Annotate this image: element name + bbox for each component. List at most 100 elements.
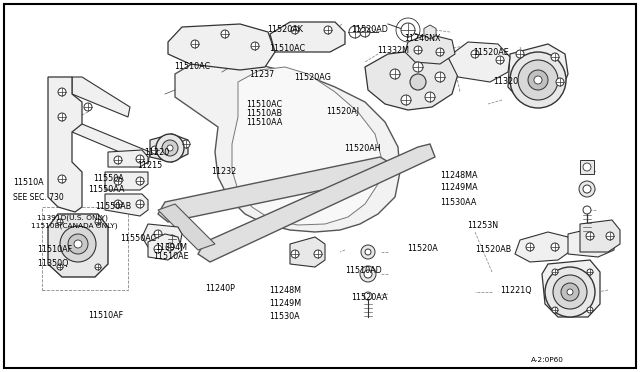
Circle shape	[583, 163, 591, 171]
Circle shape	[58, 113, 66, 121]
Circle shape	[496, 56, 504, 64]
Circle shape	[136, 177, 144, 185]
Circle shape	[552, 269, 558, 275]
Circle shape	[390, 69, 400, 79]
Text: 11530AA: 11530AA	[440, 198, 477, 207]
Circle shape	[314, 250, 322, 258]
Text: 11550AA: 11550AA	[88, 185, 125, 194]
Circle shape	[410, 74, 426, 90]
Polygon shape	[72, 77, 130, 117]
Circle shape	[587, 307, 593, 313]
Circle shape	[516, 50, 524, 58]
Circle shape	[74, 240, 82, 248]
Circle shape	[57, 264, 63, 270]
Text: 11240P: 11240P	[205, 284, 235, 293]
Circle shape	[191, 40, 199, 48]
Text: 11332M: 11332M	[378, 46, 410, 55]
Circle shape	[361, 245, 375, 259]
Text: 11510AC: 11510AC	[269, 44, 305, 53]
Text: 11248M: 11248M	[269, 286, 301, 295]
Circle shape	[552, 307, 558, 313]
Polygon shape	[175, 54, 400, 232]
Text: 11520AG: 11520AG	[294, 73, 332, 82]
Text: 11391D(U.S. ONLY): 11391D(U.S. ONLY)	[37, 214, 108, 221]
Circle shape	[583, 185, 591, 193]
Text: 11220: 11220	[144, 148, 169, 157]
Circle shape	[518, 60, 558, 100]
Circle shape	[528, 70, 548, 90]
Polygon shape	[150, 134, 188, 162]
Circle shape	[425, 92, 435, 102]
Polygon shape	[105, 194, 148, 216]
Polygon shape	[448, 42, 510, 82]
Text: 11520AH: 11520AH	[344, 144, 381, 153]
Circle shape	[114, 156, 122, 164]
Text: 11550AC: 11550AC	[120, 234, 157, 243]
Polygon shape	[105, 172, 148, 190]
Circle shape	[526, 243, 534, 251]
Circle shape	[114, 200, 122, 208]
Text: 11520AE: 11520AE	[474, 48, 509, 57]
Circle shape	[583, 206, 591, 214]
Circle shape	[58, 88, 66, 96]
Circle shape	[154, 245, 162, 253]
Circle shape	[95, 264, 101, 270]
Circle shape	[57, 219, 63, 225]
Circle shape	[587, 269, 593, 275]
Circle shape	[545, 267, 595, 317]
Circle shape	[364, 292, 372, 300]
Circle shape	[561, 283, 579, 301]
Text: 11249M: 11249M	[269, 299, 301, 308]
Polygon shape	[542, 260, 600, 317]
Text: 11510AF: 11510AF	[37, 245, 72, 254]
Circle shape	[436, 48, 444, 56]
Circle shape	[414, 46, 422, 54]
Text: 11520AA: 11520AA	[351, 293, 387, 302]
Polygon shape	[108, 150, 148, 167]
Circle shape	[68, 234, 88, 254]
Circle shape	[364, 270, 372, 278]
Circle shape	[251, 42, 259, 50]
Circle shape	[349, 26, 361, 38]
Text: 11510AB: 11510AB	[246, 109, 282, 118]
Text: 11550AB: 11550AB	[95, 202, 131, 211]
Polygon shape	[568, 227, 614, 257]
Circle shape	[156, 134, 184, 162]
Circle shape	[58, 175, 66, 183]
Circle shape	[551, 243, 559, 251]
Text: 11237: 11237	[250, 70, 275, 79]
Polygon shape	[508, 44, 568, 104]
Text: 11215: 11215	[138, 161, 163, 170]
Polygon shape	[405, 34, 455, 64]
Circle shape	[606, 232, 614, 240]
Circle shape	[151, 146, 159, 154]
Text: 11510B(CANADA ONLY): 11510B(CANADA ONLY)	[31, 223, 117, 230]
Text: 11550A: 11550A	[93, 174, 124, 183]
Circle shape	[553, 275, 587, 309]
Polygon shape	[48, 214, 108, 277]
Circle shape	[426, 28, 434, 36]
Bar	[580, 160, 594, 174]
Circle shape	[365, 249, 371, 255]
Polygon shape	[72, 124, 150, 164]
Circle shape	[291, 26, 299, 34]
Circle shape	[324, 26, 332, 34]
Text: 11510AF: 11510AF	[88, 311, 124, 320]
Circle shape	[136, 155, 144, 163]
Circle shape	[84, 103, 92, 111]
Polygon shape	[232, 67, 382, 225]
Polygon shape	[290, 237, 325, 267]
Text: 11253N: 11253N	[467, 221, 499, 230]
Circle shape	[413, 62, 423, 72]
Polygon shape	[142, 224, 182, 250]
Text: 11520AJ: 11520AJ	[326, 107, 360, 116]
Circle shape	[586, 232, 594, 240]
Circle shape	[182, 140, 190, 148]
Text: 11221Q: 11221Q	[500, 286, 532, 295]
Text: 11520A: 11520A	[407, 244, 438, 253]
Circle shape	[360, 27, 370, 37]
Circle shape	[291, 250, 299, 258]
Circle shape	[166, 243, 174, 251]
Text: 11249MA: 11249MA	[440, 183, 478, 192]
Polygon shape	[148, 234, 182, 260]
